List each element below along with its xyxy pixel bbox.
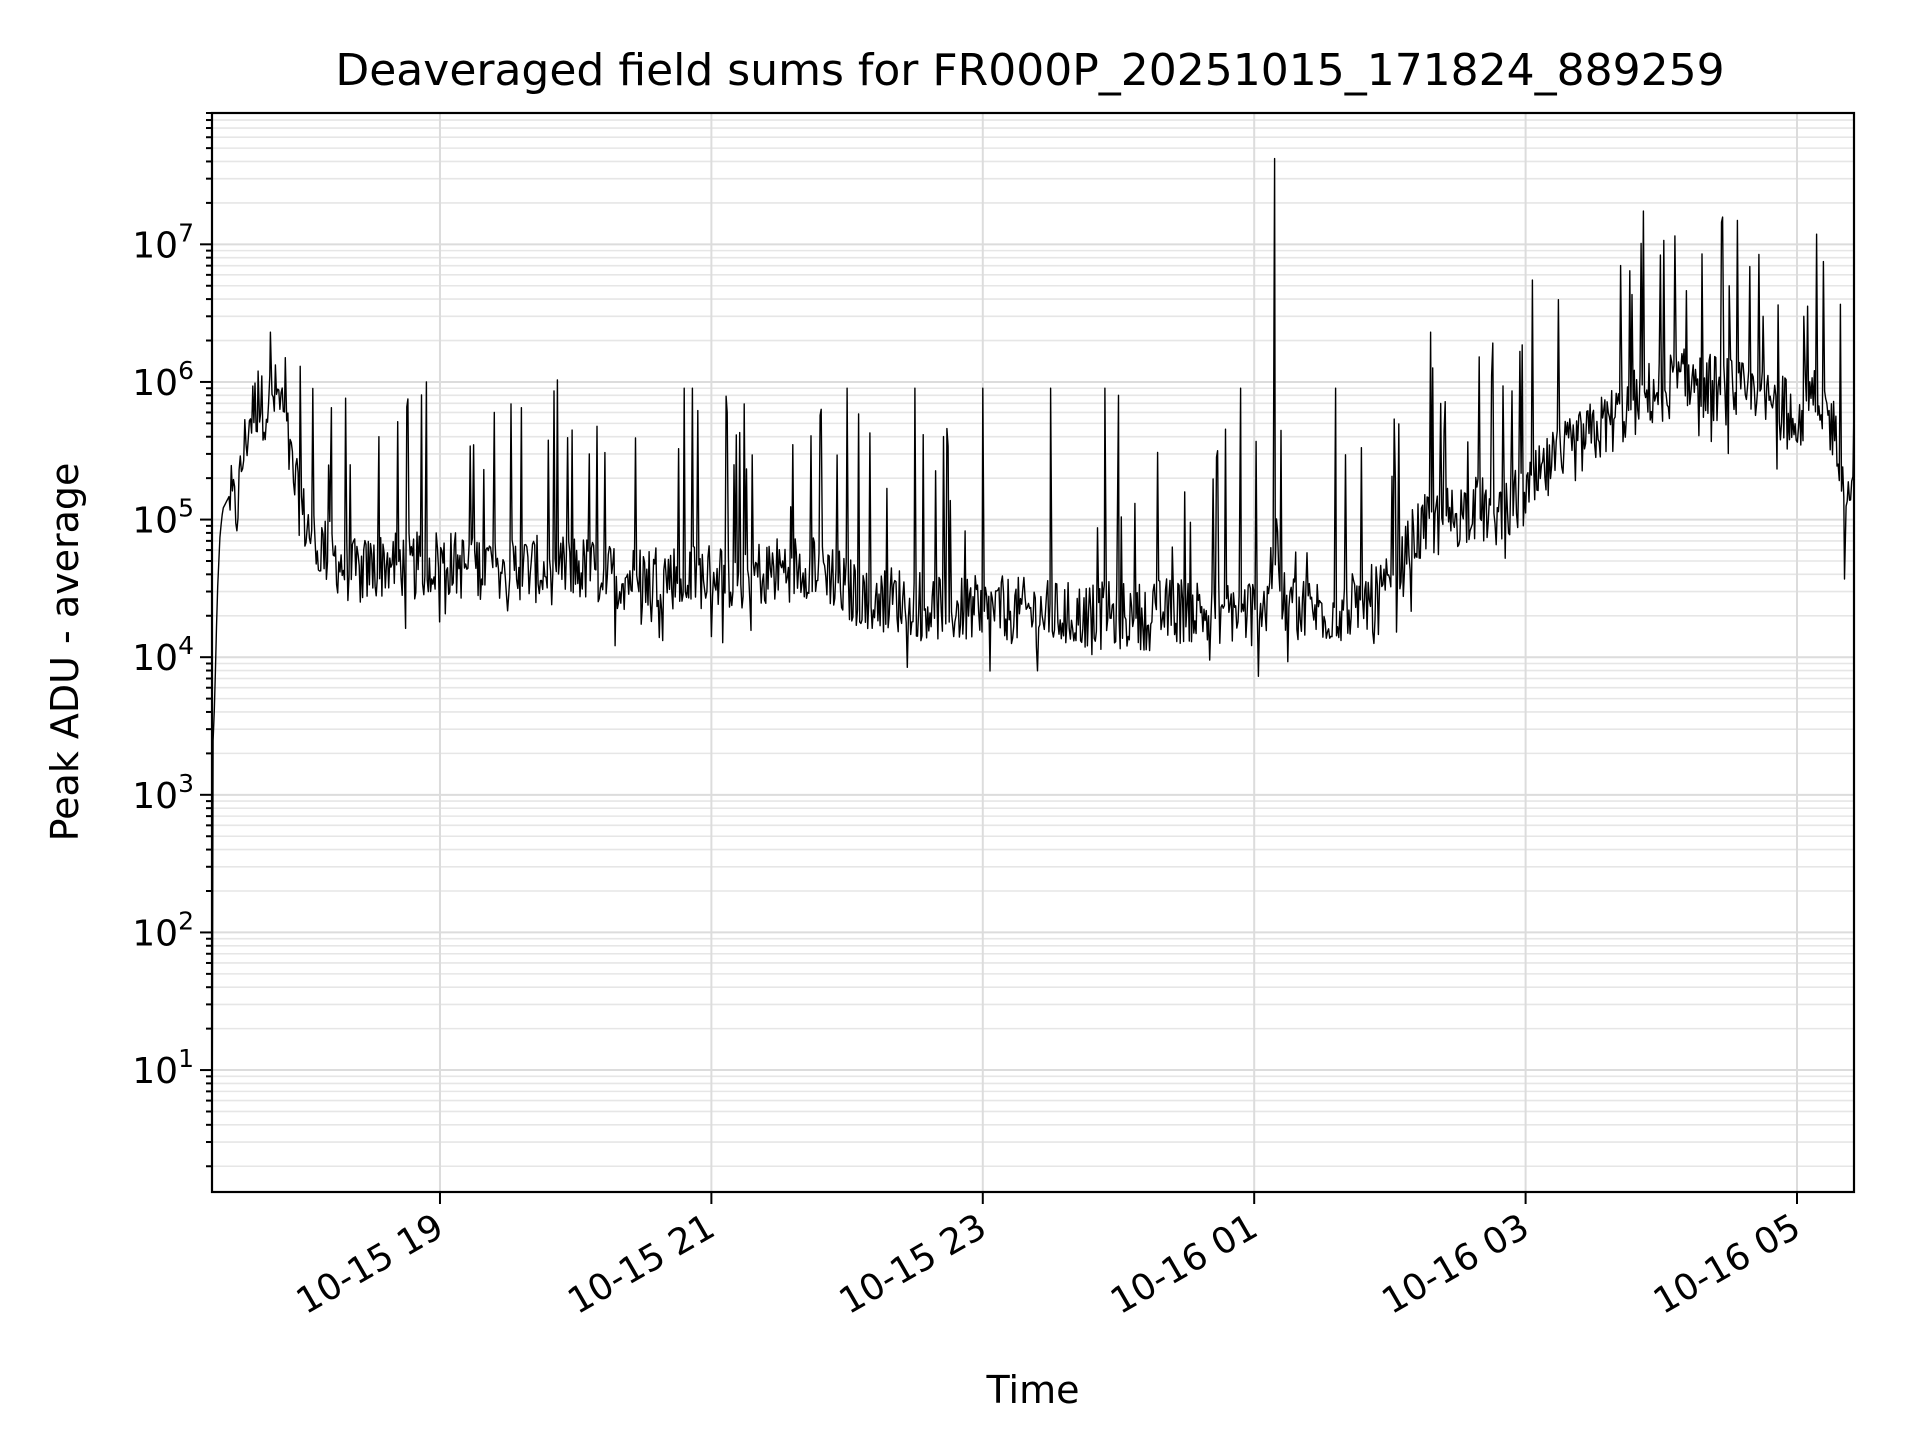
y-axis-label: Peak ADU - average	[43, 463, 87, 842]
grid-lines	[212, 112, 1854, 1192]
plot-frame	[210, 111, 1856, 1194]
y-tick-label: 102	[132, 906, 194, 954]
y-tick-label: 105	[132, 494, 194, 542]
y-tick-label: 107	[132, 218, 194, 266]
y-axis: 101 102 103 104 105 106 107	[132, 112, 212, 1168]
chart-title: Deaveraged field sums for FR000P_2025101…	[335, 45, 1724, 96]
y-tick-label: 103	[132, 769, 194, 817]
y-tick-label: 101	[132, 1044, 194, 1092]
x-axis-label: Time	[986, 1368, 1080, 1412]
y-tick-label: 104	[132, 631, 194, 679]
y-tick-label: 106	[132, 356, 194, 404]
series-layer	[211, 157, 1855, 1188]
series-line	[211, 157, 1855, 1188]
